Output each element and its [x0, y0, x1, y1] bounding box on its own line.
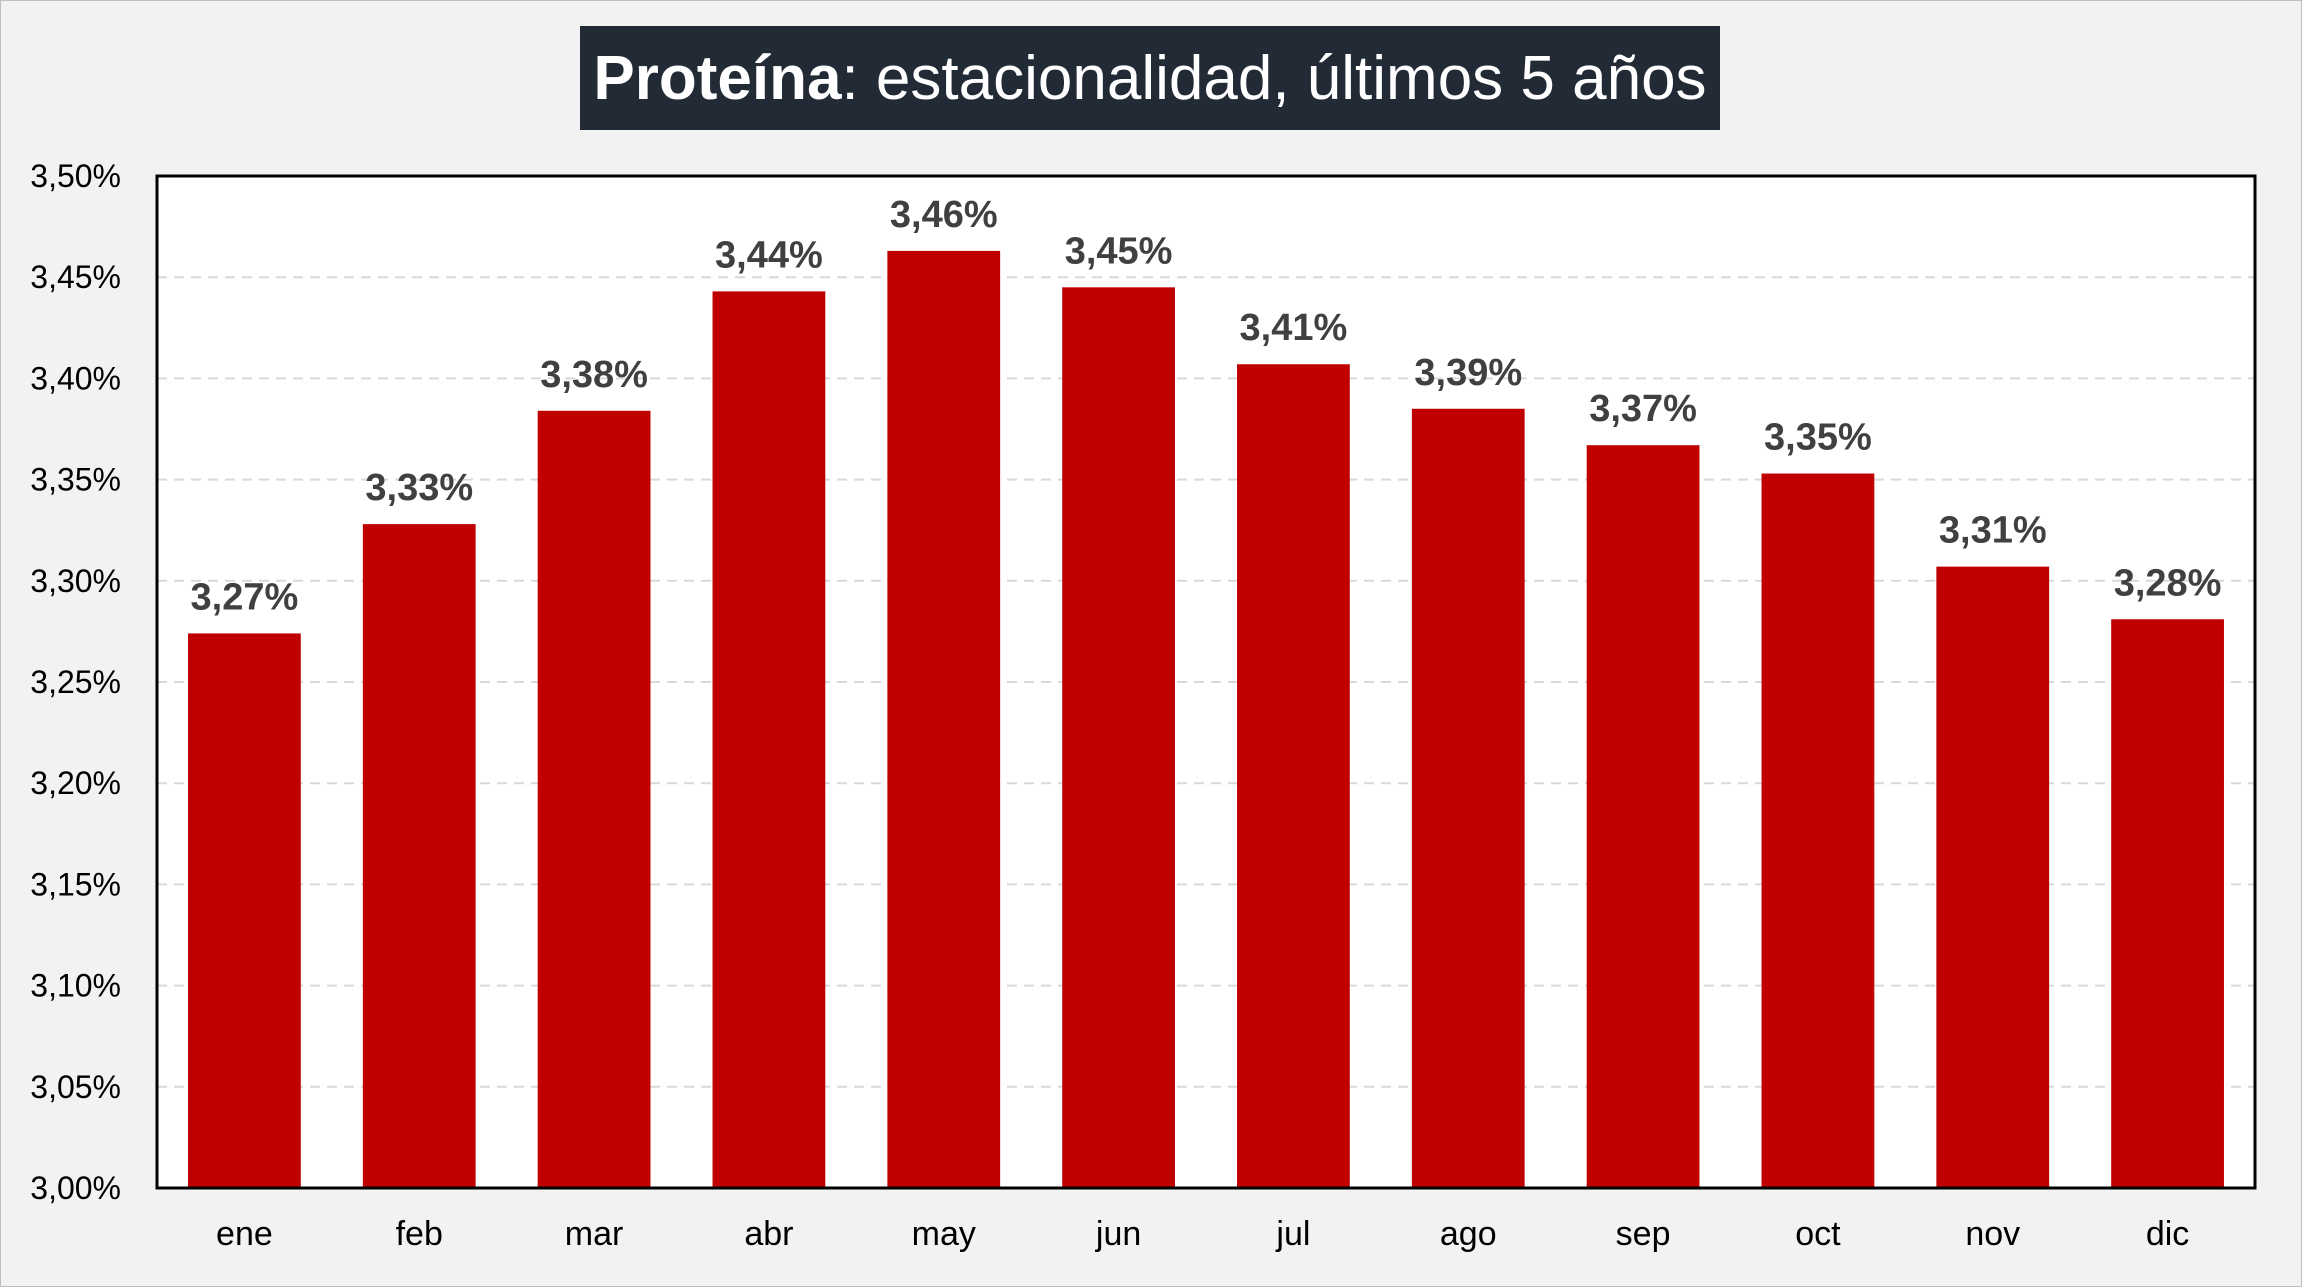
- y-tick-label: 3,25%: [30, 664, 121, 700]
- data-label: 3,28%: [2114, 562, 2222, 604]
- bar: [1586, 445, 1700, 1188]
- bar: [1062, 287, 1175, 1188]
- y-tick-label: 3,50%: [30, 158, 121, 194]
- bar: [537, 410, 651, 1188]
- x-tick-label: ene: [216, 1215, 273, 1253]
- bar: [362, 524, 476, 1188]
- data-label: 3,39%: [1414, 352, 1522, 394]
- bar: [1936, 566, 2050, 1188]
- y-tick-label: 3,30%: [30, 563, 121, 599]
- y-tick-label: 3,20%: [30, 765, 121, 801]
- x-tick-label: dic: [2146, 1215, 2189, 1253]
- y-tick-label: 3,15%: [30, 866, 121, 902]
- x-tick-label: may: [912, 1215, 976, 1253]
- bar: [1411, 408, 1525, 1188]
- chart-title-bold: Proteína: [593, 43, 842, 113]
- data-label: 3,38%: [540, 354, 648, 396]
- data-label: 3,45%: [1065, 230, 1173, 272]
- x-tick-label: jun: [1095, 1215, 1141, 1253]
- data-label: 3,27%: [191, 576, 299, 618]
- y-tick-label: 3,45%: [30, 259, 121, 295]
- bar: [712, 291, 826, 1188]
- x-tick-label: ago: [1440, 1215, 1497, 1253]
- y-tick-label: 3,05%: [30, 1069, 121, 1105]
- x-tick-label: mar: [565, 1215, 624, 1253]
- data-label: 3,46%: [890, 194, 998, 236]
- data-label: 3,44%: [715, 234, 823, 276]
- x-tick-label: abr: [744, 1215, 793, 1253]
- y-tick-label: 3,40%: [30, 360, 121, 396]
- y-tick-label: 3,35%: [30, 462, 121, 498]
- data-label: 3,31%: [1939, 510, 2047, 552]
- bar: [887, 250, 1001, 1188]
- bar: [188, 633, 301, 1188]
- x-tick-label: feb: [396, 1215, 443, 1253]
- x-tick-label: oct: [1795, 1215, 1841, 1253]
- bar: [1237, 364, 1350, 1188]
- y-tick-label: 3,00%: [30, 1170, 121, 1206]
- plot-border: [155, 174, 2257, 1190]
- data-label: 3,35%: [1764, 417, 1872, 459]
- data-label: 3,41%: [1240, 307, 1348, 349]
- x-tick-label: sep: [1616, 1215, 1671, 1253]
- bar: [1761, 473, 1875, 1188]
- bar: [2111, 619, 2224, 1188]
- x-tick-label: nov: [1965, 1215, 2020, 1253]
- y-tick-label: 3,10%: [30, 968, 121, 1004]
- x-tick-label: jul: [1275, 1215, 1310, 1253]
- chart-title: Proteína: estacionalidad, últimos 5 años: [580, 26, 1720, 130]
- chart-title-rest: : estacionalidad, últimos 5 años: [841, 43, 1707, 113]
- data-label: 3,33%: [365, 467, 473, 509]
- data-label: 3,37%: [1589, 388, 1697, 430]
